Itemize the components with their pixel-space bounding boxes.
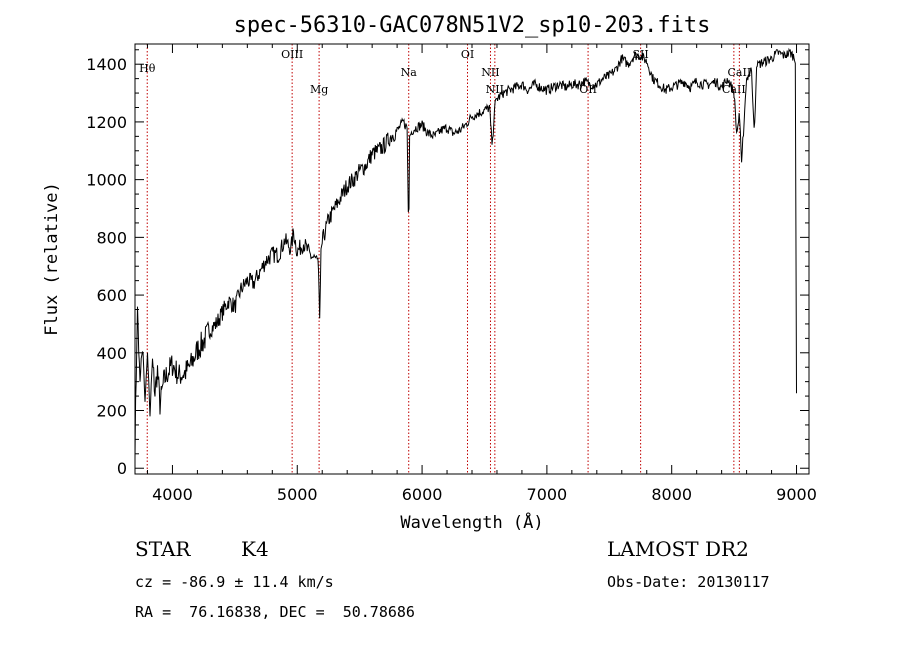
x-tick-label: 7000: [527, 485, 568, 504]
x-axis-label: Wavelength (Å): [400, 511, 543, 533]
line-label: Na: [401, 66, 418, 79]
x-tick-label: 6000: [402, 485, 443, 504]
y-axis-ticks: 0 200 400 600 800 1000 1200 1400: [86, 49, 809, 478]
spectrum-line: [134, 47, 797, 459]
y-tick-label: 1200: [86, 113, 127, 132]
plot-frame: [134, 43, 810, 475]
x-axis-ticks: 4000 5000 6000 7000 8000 9000: [146, 44, 817, 504]
x-tick-label: 8000: [651, 485, 692, 504]
chart-title: spec-56310-GAC078N51V2_sp10-203.fits: [234, 13, 711, 38]
observation-date: Obs-Date: 20130117: [607, 573, 770, 591]
x-tick-label: 4000: [152, 485, 193, 504]
survey-label: LAMOST DR2: [607, 537, 749, 561]
y-axis-label: Flux (relative): [42, 182, 62, 336]
line-label: CaII: [728, 66, 752, 79]
redshift-velocity: cz = -86.9 ± 11.4 km/s: [135, 573, 334, 591]
line-label: OI: [461, 48, 474, 61]
y-tick-label: 0: [117, 459, 127, 478]
line-label: Hθ: [139, 62, 156, 75]
y-tick-label: 1000: [86, 171, 127, 190]
line-label: NII: [481, 66, 499, 79]
x-tick-label: 5000: [277, 485, 318, 504]
y-tick-label: 400: [96, 344, 127, 363]
y-tick-label: 600: [96, 286, 127, 305]
y-tick-label: 1400: [86, 55, 127, 74]
x-tick-label: 9000: [776, 485, 817, 504]
object-subclass: K4: [241, 537, 269, 561]
line-label: OIII: [281, 48, 303, 61]
coordinates: RA = 76.16838, DEC = 50.78686: [135, 603, 415, 621]
object-class: STAR: [135, 537, 191, 561]
y-tick-label: 800: [96, 228, 127, 247]
spectrum-series: [134, 47, 797, 459]
line-label: Mg: [310, 83, 328, 96]
line-label: NII: [486, 83, 504, 96]
y-tick-label: 200: [96, 402, 127, 421]
